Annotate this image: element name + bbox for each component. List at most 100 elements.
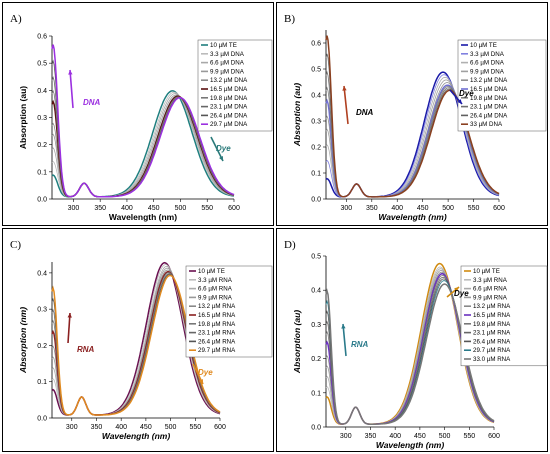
legend-entry: 9.9 µM DNA [470,68,505,75]
y-tick-label: 0.0 [37,197,47,204]
legend-entry: 16.5 µM DNA [470,86,508,93]
panel-frame [276,228,548,452]
legend-entry: 26.4 µM RNA [473,338,511,345]
x-tick-label: 500 [175,205,187,212]
x-tick-label: 450 [148,205,160,212]
legend-box [185,265,273,358]
legend-entry: 29.7 µM DNA [210,121,248,128]
annotation-label: DNA [83,98,101,107]
legend-box [460,265,548,367]
y-tick-label: 0.1 [311,171,321,178]
legend-entry: 10 µM TE [210,42,237,49]
annotation-arrow [342,323,347,357]
legend-entry: 16.5 µM DNA [210,86,248,93]
y-tick-label: 0.6 [37,34,47,41]
y-tick-label: 0.2 [37,142,47,149]
x-tick-label: 600 [488,433,500,440]
legend-entry: 13.2 µM RNA [473,303,511,310]
legend-entry: 9.9 µM DNA [210,68,245,75]
panel-letter: C) [10,239,21,251]
panel-3: C) 300 350 400 450 500 550 600 0.0 0.1 0.2 0.3 0.4 Wa… [2,228,274,452]
y-axis-label: Absorption (au) [18,86,28,149]
legend-entry: 33 µM DNA [470,121,503,128]
series-line [51,44,235,198]
y-tick-label: 0.1 [311,390,321,397]
y-tick-label: 0.3 [311,322,321,329]
panel-letter: A) [10,13,22,25]
y-tick-label: 0.1 [37,169,47,176]
legend-entry: 23.1 µM DNA [470,104,508,111]
legend-entry: 16.5 µM RNA [473,312,511,319]
legend-entry: 6.6 µM RNA [473,286,508,293]
x-tick-label: 300 [341,205,353,212]
legend-entry: 3.3 µM RNA [198,277,233,284]
panel-frame [276,2,548,226]
y-tick-label: 0.3 [311,119,321,126]
legend-entry: 23.1 µM DNA [210,104,248,111]
y-tick-label: 0.2 [311,145,321,152]
y-tick-label: 0.2 [37,343,47,350]
x-tick-label: 450 [140,424,152,431]
annotation-arrow-head [219,156,223,161]
x-axis-label: Wavelength (nm) [378,212,446,222]
legend-entry: 13.2 µM DNA [210,77,248,84]
annotation-label: RNA [351,340,369,349]
legend-entry: 9.9 µM RNA [198,294,233,301]
x-tick-label: 600 [214,424,226,431]
annotation-arrow-head [341,324,346,329]
y-tick-label: 0.5 [37,61,47,68]
annotation-arrow-head [454,287,459,292]
x-tick-label: 500 [439,433,451,440]
x-tick-label: 300 [66,424,78,431]
x-tick-label: 400 [389,433,401,440]
y-tick-label: 0.5 [311,254,321,261]
legend-entry: 26.4 µM RNA [198,338,236,345]
legend-entry: 6.6 µM RNA [198,286,233,293]
annotation-label: Dye [454,289,469,298]
y-axis-label: Absorption (au) [292,83,302,147]
legend-entry: 23.1 µM RNA [198,330,236,337]
x-tick-label: 550 [189,424,201,431]
annotation-label: RNA [77,345,95,354]
panel-4: D) 300 350 400 450 500 550 600 0.0 0.1 0.2 0.3 0.4 0.… [276,228,548,452]
panel-2: B) 300 350 400 450 500 550 600 0.0 0.1 0.2 0.3 0.4 0.… [276,2,548,226]
panel-letter: B) [284,13,295,25]
annotation-arrow [69,69,74,109]
legend-box [197,39,273,132]
x-tick-label: 500 [442,205,454,212]
x-tick-label: 500 [165,424,177,431]
legend-entry: 26.4 µM DNA [470,112,508,119]
x-tick-label: 400 [115,424,127,431]
annotation-arrow [67,312,71,344]
legend-entry: 9.9 µM RNA [473,294,508,301]
x-axis-label: Wavelength (nm) [102,431,170,441]
y-tick-label: 0.0 [37,416,47,423]
y-tick-label: 0.0 [311,197,321,204]
y-tick-label: 0.3 [37,307,47,314]
y-tick-label: 0.3 [37,115,47,122]
annotation-label: DNA [356,108,374,117]
y-tick-label: 0.4 [37,88,47,95]
y-tick-label: 0.0 [311,425,321,432]
annotation-arrow-head [457,99,462,104]
x-tick-label: 600 [493,205,505,212]
legend-entry: 19.8 µM DNA [470,95,508,102]
legend-entry: 6.6 µM DNA [470,60,505,67]
legend-entry: 10 µM TE [198,268,225,275]
x-tick-label: 450 [414,433,426,440]
legend-entry: 19.8 µM RNA [198,321,236,328]
y-tick-label: 0.4 [311,288,321,295]
panel-frame [2,2,274,226]
x-tick-label: 550 [468,205,480,212]
annotation-arrow-head [342,86,347,91]
legend-entry: 29.7 µM RNA [473,347,511,354]
legend-box [457,39,547,132]
x-tick-label: 550 [201,205,213,212]
x-tick-label: 550 [463,433,475,440]
y-tick-label: 0.1 [37,379,47,386]
legend-entry: 19.8 µM DNA [210,95,248,102]
panel-1: A) 300 350 400 450 500 550 600 0.0 0.1 0.2 0.3 0.4 0.… [2,2,274,226]
annotation-label: Dye [198,368,213,377]
x-tick-label: 450 [417,205,429,212]
